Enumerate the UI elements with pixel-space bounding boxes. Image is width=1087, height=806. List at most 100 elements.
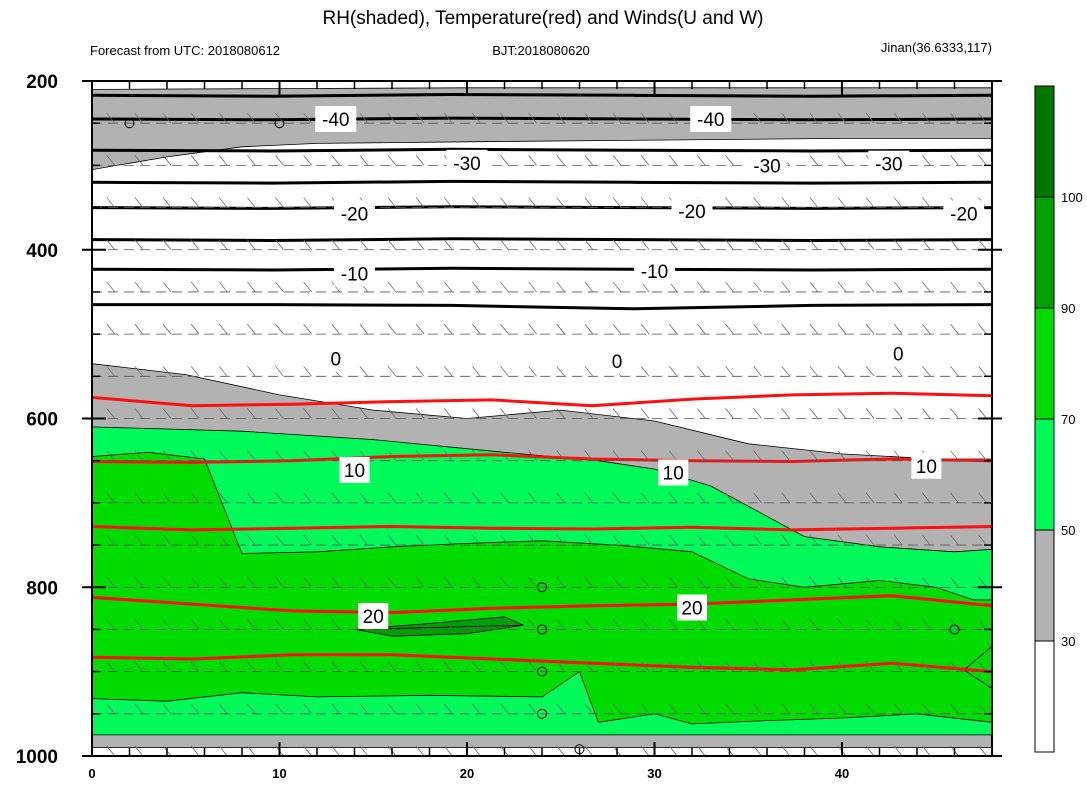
- wind-barb: [500, 703, 509, 715]
- wind-barb: [612, 619, 622, 630]
- wind-barb: [978, 239, 987, 250]
- wind-barb: [198, 81, 200, 82]
- wind-barb: [640, 745, 650, 756]
- wind-barb: [359, 534, 369, 546]
- wind-barb: [556, 366, 566, 377]
- isotherm-warm-3: [92, 594, 992, 615]
- wind-barb: [218, 534, 228, 546]
- wind-barb: [303, 408, 312, 419]
- wind-barb: [612, 281, 622, 293]
- wind-barb: [472, 323, 481, 335]
- wind-barb: [359, 745, 369, 756]
- wind-barb: [640, 534, 650, 546]
- wind-barb: [837, 492, 847, 504]
- wind-barb: [451, 81, 453, 82]
- colorbar-segment-1: [1034, 529, 1055, 642]
- wind-barb: [275, 492, 284, 504]
- wind-barb: [218, 112, 228, 124]
- wind-barbs: [92, 81, 992, 756]
- wind-barb: [612, 703, 622, 715]
- wind-barb: [387, 197, 397, 208]
- wind-barb: [331, 492, 341, 504]
- wind-barb: [584, 661, 594, 672]
- wind-barb: [303, 155, 312, 166]
- wind-barb: [443, 239, 453, 250]
- wind-barb: [190, 366, 200, 377]
- wind-barb: [809, 281, 819, 293]
- wind-barb: [697, 534, 706, 546]
- wind-barb: [697, 745, 706, 756]
- wind-barb: [443, 112, 453, 124]
- wind-barb: [922, 619, 931, 630]
- wind-barb: [584, 534, 594, 546]
- isotherm-warm-1: [92, 453, 992, 464]
- wind-barb: [612, 492, 622, 504]
- wind-barb: [479, 81, 481, 82]
- wind-barb: [162, 197, 172, 208]
- wind-barb: [387, 577, 397, 588]
- x-tick-label-1: 10: [272, 766, 286, 781]
- wind-barb: [134, 661, 144, 672]
- wind-barb: [697, 450, 706, 461]
- wind-barb: [640, 323, 650, 335]
- wind-barb: [190, 661, 200, 672]
- wind-barb: [190, 703, 200, 715]
- wind-barb: [190, 577, 200, 588]
- wind-barb: [556, 323, 566, 335]
- wind-barb: [725, 492, 734, 504]
- wind-barb: [584, 450, 594, 461]
- wind-barb: [556, 619, 566, 630]
- wind-barb: [809, 323, 819, 335]
- contour-label-bg-13: [339, 456, 370, 483]
- isotherm-cold-4: [92, 205, 992, 210]
- wind-barb: [359, 703, 369, 715]
- wind-barb: [528, 492, 537, 504]
- calm-wind-marker-4: [537, 666, 547, 677]
- colorbar-tick-label-2: 70: [1061, 412, 1075, 427]
- wind-barb: [134, 534, 144, 546]
- wind-barb: [247, 239, 256, 250]
- wind-barb: [865, 661, 875, 672]
- contour-label-bg-7: [943, 200, 985, 227]
- y-tick-label-1: 400: [26, 241, 58, 262]
- wind-barb: [865, 239, 875, 250]
- wind-barb: [584, 323, 594, 335]
- wind-barb: [247, 155, 256, 166]
- wind-barb: [704, 81, 706, 82]
- wind-barb: [303, 577, 312, 588]
- wind-barb: [528, 408, 537, 419]
- wind-barb: [303, 197, 312, 208]
- wind-barb: [901, 81, 903, 82]
- wind-barb: [142, 81, 143, 82]
- wind-barb: [950, 577, 959, 588]
- wind-barb: [753, 112, 762, 124]
- wind-barb: [809, 619, 819, 630]
- wind-barb: [668, 661, 678, 672]
- wind-barb: [528, 323, 537, 335]
- wind-barb: [950, 534, 959, 546]
- wind-barb: [528, 745, 537, 756]
- wind-barb: [254, 81, 256, 82]
- wind-barb: [387, 239, 397, 250]
- wind-barb: [865, 323, 875, 335]
- wind-barb: [134, 155, 144, 166]
- x-tick-label-4: 40: [835, 766, 849, 781]
- wind-barb: [753, 745, 762, 756]
- wind-barb: [556, 450, 566, 461]
- contour-label-bg-11: [607, 348, 627, 375]
- wind-barb: [753, 281, 762, 293]
- wind-barb: [162, 323, 172, 335]
- wind-barb: [922, 534, 931, 546]
- wind-barb: [865, 281, 875, 293]
- wind-barb: [781, 408, 791, 419]
- wind-barb: [809, 197, 819, 208]
- wind-barb: [443, 197, 453, 208]
- wind-barb: [893, 703, 903, 715]
- wind-barb: [697, 577, 706, 588]
- wind-barb: [584, 366, 594, 377]
- colorbar-segment-4: [1034, 196, 1055, 309]
- subtitle-bjt: BJT:2018080620: [492, 43, 590, 58]
- wind-barb: [556, 703, 566, 715]
- wind-barb: [978, 366, 987, 377]
- wind-barb: [162, 703, 172, 715]
